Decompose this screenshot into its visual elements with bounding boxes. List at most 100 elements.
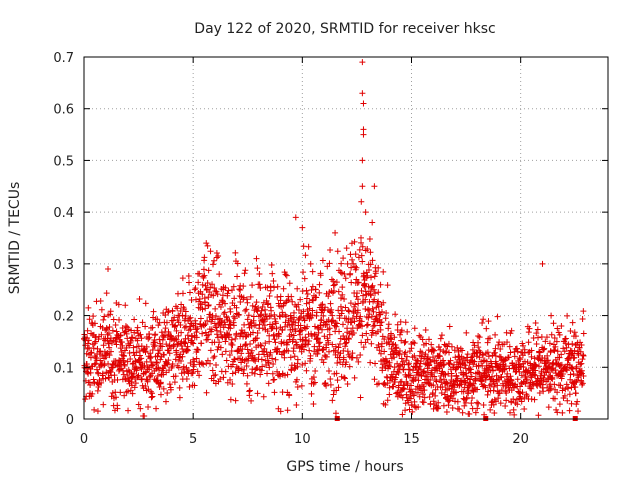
data-point — [566, 391, 573, 398]
data-point — [569, 340, 576, 347]
data-point — [278, 338, 285, 345]
data-point — [310, 374, 317, 381]
data-point — [207, 347, 214, 354]
data-point — [431, 347, 438, 354]
data-point — [150, 361, 157, 368]
data-point — [363, 322, 370, 329]
data-point — [170, 317, 177, 324]
data-point — [384, 282, 391, 289]
data-point — [268, 262, 275, 269]
data-point — [241, 270, 248, 277]
data-point — [445, 340, 452, 347]
data-point — [454, 375, 461, 382]
data-point — [327, 300, 334, 307]
data-point — [250, 313, 257, 320]
data-point — [399, 411, 406, 418]
data-point — [476, 334, 483, 341]
data-point — [162, 325, 169, 332]
data-point — [326, 260, 333, 267]
data-point — [345, 335, 352, 342]
data-point — [553, 338, 560, 345]
x-tick-label: 0 — [80, 432, 88, 447]
data-point — [106, 344, 113, 351]
data-point — [126, 350, 133, 357]
data-point — [236, 355, 243, 362]
data-point — [106, 323, 113, 330]
data-point — [254, 329, 261, 336]
data-point — [122, 376, 129, 383]
data-point — [416, 363, 423, 370]
data-point — [301, 324, 308, 331]
data-point — [483, 325, 490, 332]
data-point — [256, 281, 263, 288]
data-point — [497, 345, 504, 352]
data-point — [355, 300, 362, 307]
data-point — [185, 335, 192, 342]
data-point — [231, 356, 238, 363]
data-point — [490, 401, 497, 408]
data-point — [277, 408, 284, 415]
data-point — [396, 331, 403, 338]
data-point — [333, 323, 340, 330]
data-point — [404, 328, 411, 335]
data-point — [548, 385, 555, 392]
data-point — [514, 348, 521, 355]
data-point — [341, 295, 348, 302]
data-point — [502, 363, 509, 370]
data-point — [426, 393, 433, 400]
data-point — [368, 313, 375, 320]
data-point — [462, 379, 469, 386]
data-point — [169, 361, 176, 368]
data-point — [238, 350, 245, 357]
data-point — [122, 302, 129, 309]
data-point — [357, 351, 364, 358]
data-point — [198, 340, 205, 347]
data-point — [350, 260, 357, 267]
data-point — [201, 272, 208, 279]
data-point — [510, 384, 517, 391]
data-point — [323, 353, 330, 360]
data-point — [286, 391, 293, 398]
data-point — [293, 376, 300, 383]
data-point — [486, 335, 493, 342]
data-point — [490, 367, 497, 374]
data-point — [383, 358, 390, 365]
data-point — [360, 344, 367, 351]
data-point — [572, 333, 579, 340]
data-point — [328, 306, 335, 313]
data-point-outlier — [362, 209, 369, 216]
data-point — [249, 282, 256, 289]
data-point — [157, 356, 164, 363]
data-point — [411, 340, 418, 347]
data-point — [271, 315, 278, 322]
data-point — [459, 347, 466, 354]
data-point — [119, 325, 126, 332]
data-point — [480, 316, 487, 323]
data-point — [112, 321, 119, 328]
data-point — [307, 352, 314, 359]
data-point — [134, 324, 141, 331]
data-point — [353, 354, 360, 361]
data-point — [359, 243, 366, 250]
data-point — [382, 401, 389, 408]
data-point — [258, 356, 265, 363]
data-point — [345, 307, 352, 314]
data-point — [340, 255, 347, 262]
data-point — [445, 402, 452, 409]
data-point — [288, 331, 295, 338]
y-tick-label: 0.3 — [53, 258, 74, 273]
data-point — [464, 375, 471, 382]
data-point — [251, 370, 258, 377]
data-point — [162, 312, 169, 319]
data-point-outlier — [465, 410, 472, 417]
data-point — [269, 355, 276, 362]
data-point — [309, 283, 316, 290]
data-point — [485, 353, 492, 360]
data-point-outlier — [359, 59, 366, 66]
data-point — [449, 405, 456, 412]
data-point — [537, 372, 544, 379]
data-point — [217, 344, 224, 351]
data-point — [333, 387, 340, 394]
data-point — [191, 286, 198, 293]
data-point — [357, 322, 364, 329]
